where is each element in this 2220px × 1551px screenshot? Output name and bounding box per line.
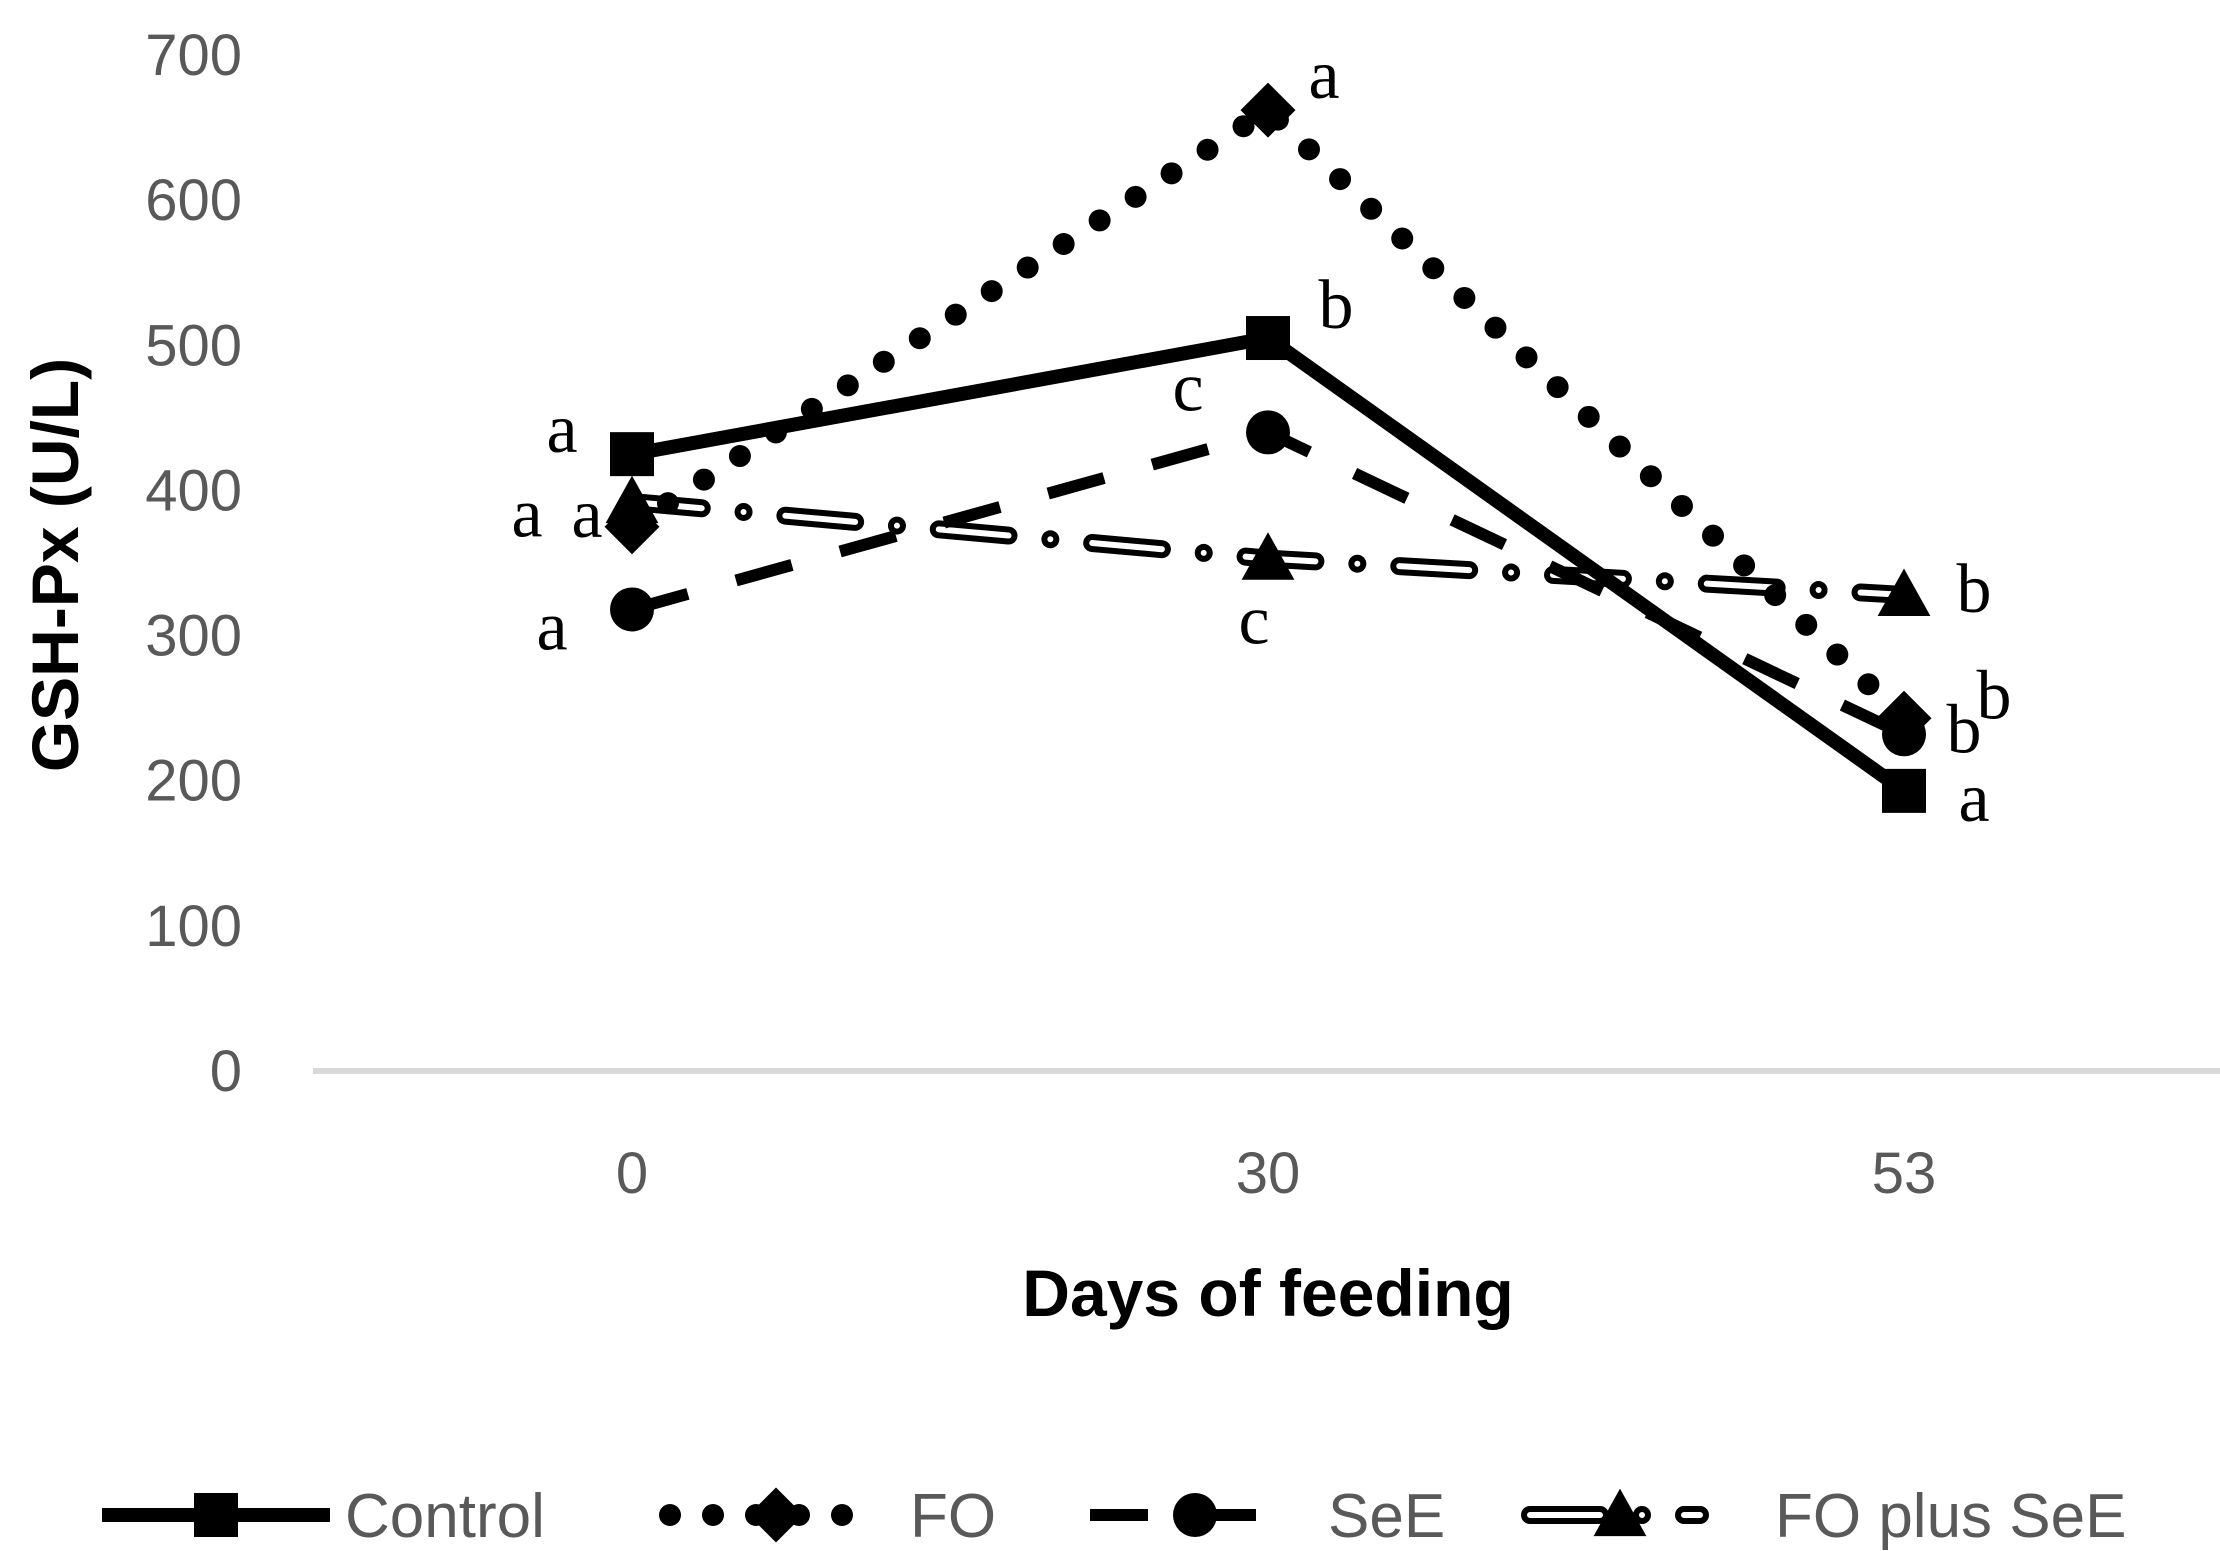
series-line-1	[621, 96, 1915, 730]
significance-letter: c	[1172, 349, 1203, 426]
data-point-triangle	[1241, 532, 1295, 580]
legend-marker	[1593, 1488, 1647, 1537]
series-markers	[604, 82, 1932, 813]
significance-letter: a	[536, 588, 567, 665]
significance-letter: a	[511, 476, 542, 553]
significance-letter: a	[546, 391, 577, 468]
x-axis-ticks: 0 30 53	[616, 1141, 1936, 1206]
legend-label: FO plus SeE	[1775, 1482, 2126, 1551]
significance-letter: b	[1957, 551, 1992, 628]
x-tick-label: 0	[616, 1141, 648, 1206]
data-point-circle	[1246, 410, 1290, 455]
data-point-square	[610, 432, 654, 477]
significance-letter: b	[1947, 691, 1982, 768]
legend-label: SeE	[1328, 1482, 1445, 1551]
y-axis-ticks: 0 100 200 300 400 500 600 700	[145, 23, 242, 1104]
legend-label: Control	[345, 1482, 545, 1551]
data-point-square	[1246, 316, 1290, 361]
y-tick-label: 400	[145, 458, 242, 523]
significance-letter: a	[1958, 760, 1989, 837]
data-point-triangle	[1877, 568, 1931, 617]
x-tick-label: 53	[1872, 1141, 1937, 1206]
data-point-diamond	[1240, 82, 1296, 138]
y-tick-label: 300	[145, 604, 242, 669]
legend-marker	[194, 1493, 238, 1537]
data-point-square	[1882, 768, 1926, 813]
y-tick-label: 200	[145, 749, 242, 814]
y-tick-label: 0	[210, 1039, 242, 1104]
significance-letter: a	[571, 476, 602, 553]
legend: Control FO SeE FO plus SeE	[102, 1482, 2126, 1551]
y-tick-label: 500	[145, 313, 242, 378]
legend-marker	[1173, 1493, 1217, 1537]
data-point-diamond	[1876, 690, 1932, 746]
significance-letter: a	[1308, 37, 1339, 114]
data-point-circle	[610, 587, 654, 632]
y-tick-label: 100	[145, 894, 242, 959]
x-tick-label: 30	[1236, 1141, 1301, 1206]
significance-letter: b	[1319, 267, 1354, 344]
y-tick-label: 600	[145, 168, 242, 233]
significance-letter: c	[1238, 583, 1269, 660]
y-axis-title: GSH-Px (U/L)	[18, 358, 92, 772]
legend-label: FO	[910, 1482, 996, 1551]
legend-marker	[748, 1487, 804, 1543]
significance-letter: b	[1977, 657, 2012, 734]
data-point-diamond	[604, 499, 660, 555]
y-tick-label: 700	[145, 23, 242, 88]
x-axis-title: Days of feeding	[1022, 1256, 1513, 1330]
